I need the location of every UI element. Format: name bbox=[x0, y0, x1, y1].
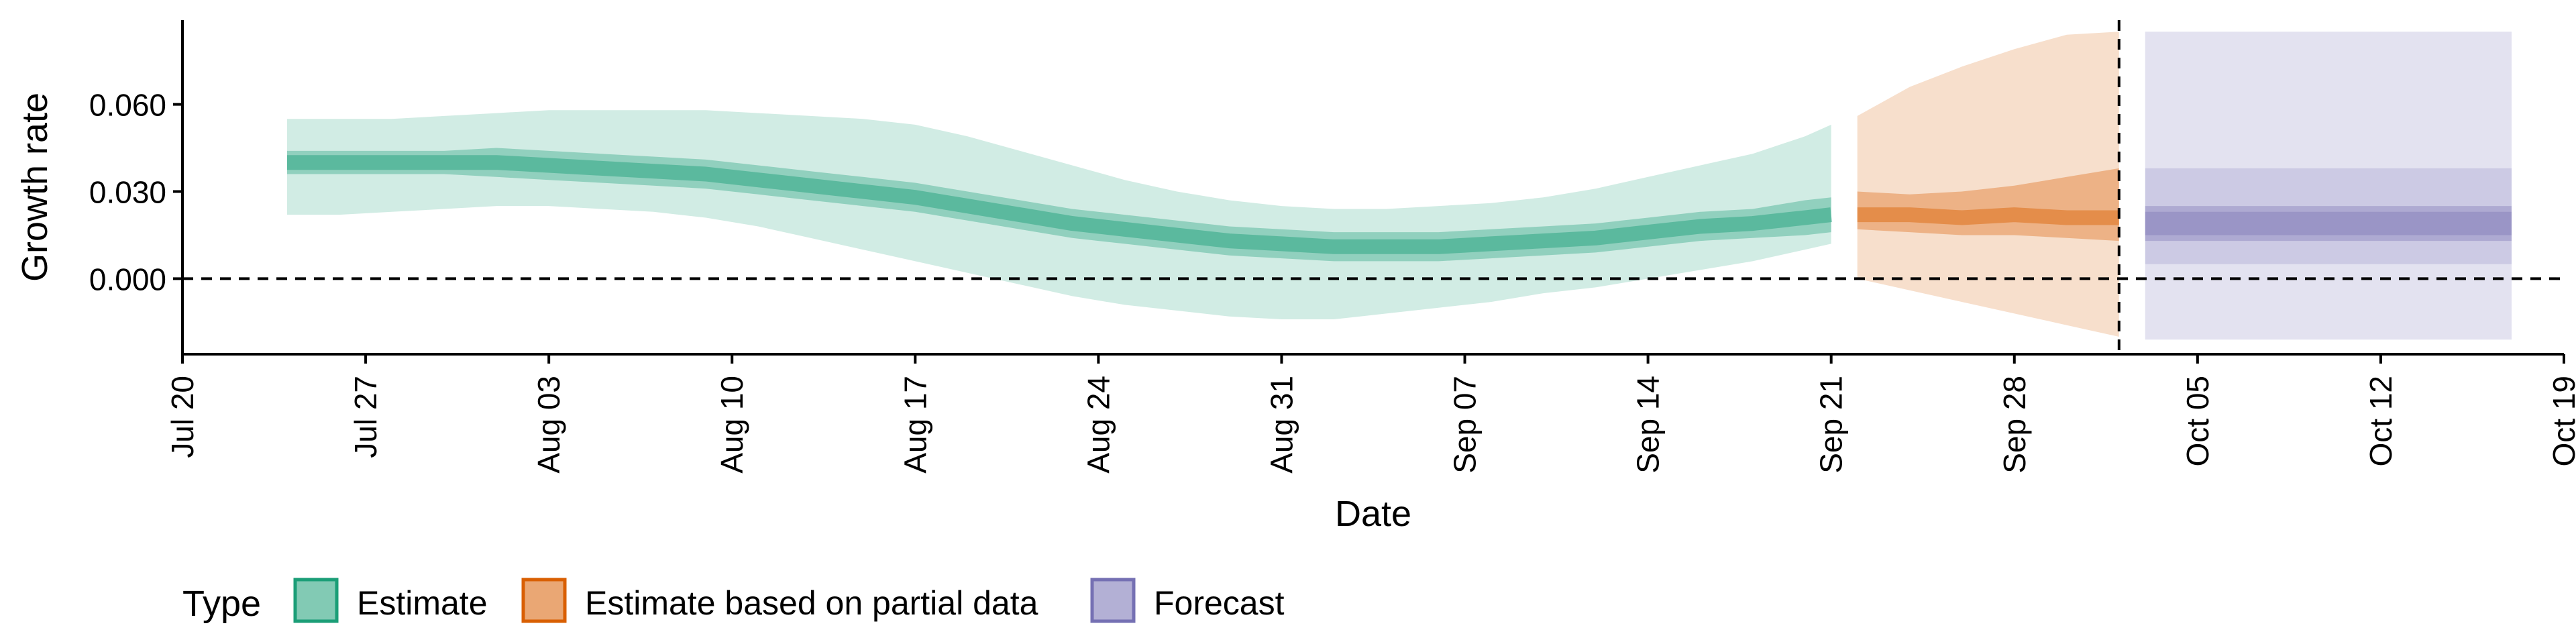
legend-item: Estimate bbox=[293, 578, 488, 623]
x-tick-label: Oct 19 bbox=[2546, 376, 2576, 467]
legend-items: Estimate Estimate based on partial data Fo… bbox=[293, 578, 1285, 623]
legend-swatch bbox=[293, 578, 339, 623]
legend-label: Forecast bbox=[1154, 584, 1285, 622]
series-estimate-median-line bbox=[287, 155, 1832, 254]
x-tick-label: Jul 27 bbox=[348, 376, 383, 458]
x-axis-title: Date bbox=[1335, 494, 1411, 534]
series-estimate-50-band bbox=[287, 148, 1831, 262]
series-estimate-based-on-partial-data bbox=[1857, 32, 2119, 337]
series-estimate-based-on-partial-data-50-band bbox=[1857, 168, 2119, 241]
x-tick-label: Sep 07 bbox=[1448, 376, 1483, 474]
legend-title: Type bbox=[182, 584, 261, 624]
series-estimate-based-on-partial-data-90-band bbox=[1857, 32, 2119, 337]
legend-swatch bbox=[521, 578, 567, 623]
x-ticks: Jul 20 Jul 27 Aug 03 Aug 10 Aug 17 Aug 24 Aug … bbox=[165, 354, 2576, 474]
x-tick-label: Aug 24 bbox=[1081, 376, 1116, 474]
x-tick-label: Jul 20 bbox=[165, 376, 200, 458]
x-tick-label: Sep 14 bbox=[1631, 376, 1666, 474]
series-forecast-90-band bbox=[2145, 168, 2512, 264]
y-axis-title: Growth rate bbox=[15, 93, 55, 282]
x-tick-label: Sep 21 bbox=[1814, 376, 1849, 474]
x-tick-label: Aug 03 bbox=[531, 376, 566, 474]
x-tick-label: Aug 10 bbox=[714, 376, 749, 474]
series-forecast bbox=[2145, 32, 2512, 340]
x-tick-label: Oct 05 bbox=[2180, 376, 2215, 467]
y-tick-label: 0.060 bbox=[89, 88, 166, 123]
y-ticks: 0.000 0.030 0.060 bbox=[89, 88, 182, 297]
series-estimate-based-on-partial-data-median-line bbox=[1857, 207, 2119, 225]
legend-label: Estimate based on partial data bbox=[585, 584, 1038, 622]
series-forecast-outer-band bbox=[2145, 32, 2512, 340]
y-tick-label: 0.030 bbox=[89, 174, 166, 209]
x-tick-label: Sep 28 bbox=[1997, 376, 2032, 474]
series-estimate-90-band bbox=[287, 110, 1831, 319]
legend-label: Estimate bbox=[357, 584, 488, 622]
series-forecast-median-band bbox=[2145, 211, 2512, 235]
legend-swatch bbox=[1090, 578, 1136, 623]
y-tick-label: 0.000 bbox=[89, 262, 166, 297]
x-tick-label: Aug 17 bbox=[898, 376, 932, 474]
legend: Type Estimate Estimate based on partial d… bbox=[182, 578, 1285, 624]
x-tick-label: Aug 31 bbox=[1264, 376, 1299, 474]
plot-area bbox=[182, 20, 2564, 354]
legend-item: Estimate based on partial data bbox=[521, 578, 1038, 623]
x-tick-label: Oct 12 bbox=[2363, 376, 2398, 467]
series-estimate bbox=[287, 110, 1832, 319]
legend-item: Forecast bbox=[1090, 578, 1285, 623]
series-forecast-50-band bbox=[2145, 206, 2512, 241]
axes: 0.000 0.030 0.060 Jul 20 Jul 27 Aug 03 Aug 10… bbox=[15, 20, 2576, 534]
